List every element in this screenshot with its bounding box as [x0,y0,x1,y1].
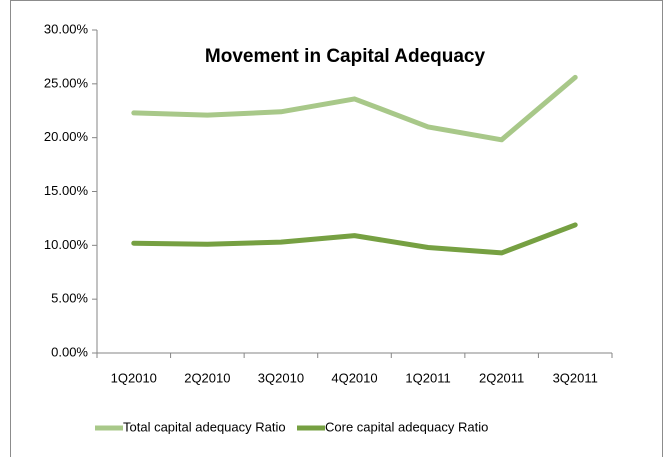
x-tick-label: 3Q2011 [553,370,598,385]
series-line [131,222,578,256]
series-line [131,74,578,143]
y-tick-label: 0.00% [51,344,88,359]
chart-title: Movement in Capital Adequacy [205,46,486,67]
chart-border [10,0,663,457]
y-tick-label: 20.00% [44,129,89,144]
x-tick-label: 3Q2010 [258,370,304,385]
y-tick-label: 10.00% [44,237,89,252]
x-tick-label: 2Q2010 [184,370,230,385]
y-tick-label: 5.00% [51,291,88,306]
y-tick-label: 25.00% [44,75,89,90]
y-tick-label: 30.00% [44,21,89,36]
legend-label: Core capital adequacy Ratio [325,419,488,434]
x-tick-label: 1Q2010 [111,370,157,385]
x-tick-label: 2Q2011 [479,370,524,385]
x-tick-label: 4Q2010 [331,370,377,385]
y-tick-label: 15.00% [44,183,89,198]
x-tick-label: 1Q2011 [405,370,450,385]
legend-label: Total capital adequacy Ratio [123,419,286,434]
